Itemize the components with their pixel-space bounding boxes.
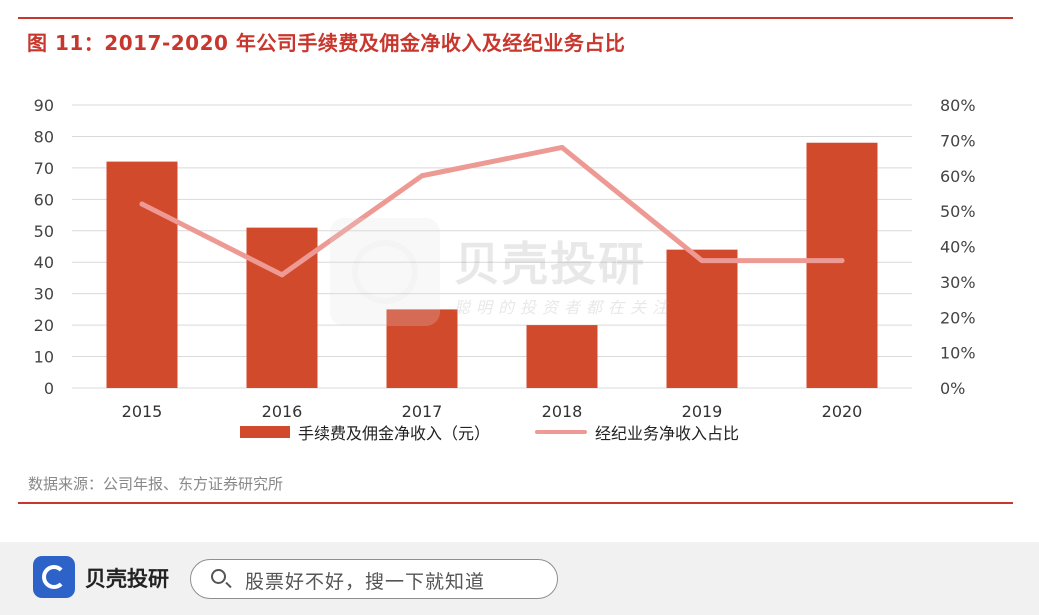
chart-title: 图 11：2017-2020 年公司手续费及佣金净收入及经纪业务占比: [27, 31, 626, 55]
x-tick-label: 2017: [402, 402, 443, 420]
bottom-rule: [18, 502, 1013, 504]
axis-labels: 0 10 20 30 40 50 60 70 80 90 0% 10% 20% 30% 40% 50% 60% 7…: [34, 96, 976, 420]
y2-tick-label: 70%: [940, 131, 976, 150]
combo-chart: 0 10 20 30 40 50 60 70 80 90 0% 10% 20% 30% 40% 50% 60% 7…: [34, 96, 976, 420]
y-tick-label: 50: [34, 222, 54, 241]
legend-label-bar: 手续费及佣金净收入（元）: [298, 424, 491, 443]
line-point: [559, 144, 565, 150]
y-tick-label: 10: [34, 348, 54, 367]
x-tick-label: 2020: [822, 402, 863, 420]
data-source: 数据来源：公司年报、东方证券研究所: [28, 475, 284, 493]
search-input[interactable]: 股票好不好，搜一下就知道: [190, 559, 558, 599]
y2-tick-label: 60%: [940, 167, 976, 186]
brand-logo-icon[interactable]: [33, 556, 75, 598]
y2-tick-label: 30%: [940, 273, 976, 292]
brand-name[interactable]: 贝壳投研: [85, 567, 169, 591]
top-rule: [18, 17, 1013, 19]
line-point: [139, 201, 145, 207]
line-point: [419, 173, 425, 179]
bar-series: [106, 142, 878, 388]
y-tick-label: 80: [34, 127, 54, 146]
bar: [386, 309, 458, 388]
line-path: [139, 144, 845, 278]
y2-tick-label: 40%: [940, 238, 976, 257]
y2-tick-label: 10%: [940, 344, 976, 363]
bar: [106, 161, 178, 388]
line-point: [279, 272, 285, 278]
y2-tick-label: 50%: [940, 202, 976, 221]
search-icon: [211, 569, 226, 584]
legend-item-line: 经纪业务净收入占比: [535, 420, 739, 444]
x-tick-label: 2016: [262, 402, 303, 420]
y2-tick-label: 0%: [940, 379, 965, 398]
gridlines: [72, 104, 912, 389]
x-tick-label: 2019: [682, 402, 723, 420]
y-tick-label: 30: [34, 285, 54, 304]
legend-label-line: 经纪业务净收入占比: [595, 424, 740, 443]
bar: [806, 142, 878, 388]
y-tick-label: 90: [34, 96, 54, 115]
x-tick-label: 2015: [122, 402, 163, 420]
y-tick-label: 60: [34, 190, 54, 209]
line-series: [139, 144, 845, 278]
legend-swatch-bar: [240, 426, 290, 438]
y2-tick-label: 80%: [940, 96, 976, 115]
y-tick-label: 70: [34, 159, 54, 178]
x-tick-label: 2018: [542, 402, 583, 420]
y2-tick-label: 20%: [940, 308, 976, 327]
bar: [666, 249, 738, 388]
y-tick-label: 40: [34, 253, 54, 272]
bar: [526, 325, 598, 388]
legend-swatch-line: [535, 430, 588, 434]
legend-item-bar: 手续费及佣金净收入（元）: [240, 420, 490, 444]
chart-legend: 手续费及佣金净收入（元） 经纪业务净收入占比: [240, 420, 784, 444]
search-placeholder: 股票好不好，搜一下就知道: [245, 571, 486, 593]
y-tick-label: 0: [44, 379, 54, 398]
line-point: [699, 258, 705, 264]
line-point: [839, 258, 845, 264]
bar: [246, 227, 318, 388]
y-tick-label: 20: [34, 316, 54, 335]
